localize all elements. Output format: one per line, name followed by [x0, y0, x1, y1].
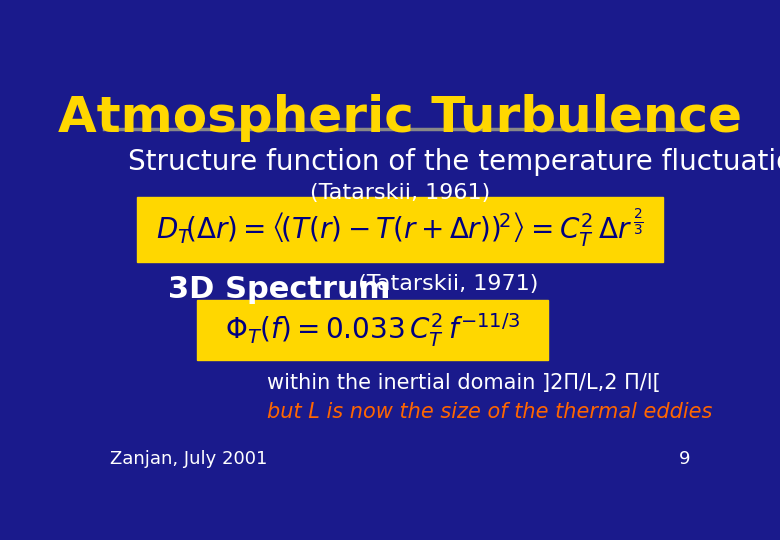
Text: but L is now the size of the thermal eddies: but L is now the size of the thermal edd…: [267, 402, 712, 422]
Text: Atmospheric Turbulence: Atmospheric Turbulence: [58, 94, 742, 142]
Text: 3D Spectrum: 3D Spectrum: [168, 275, 390, 304]
FancyBboxPatch shape: [197, 300, 548, 360]
FancyBboxPatch shape: [136, 197, 663, 262]
Text: within the inertial domain ]2Π/L,2 Π/l[: within the inertial domain ]2Π/L,2 Π/l[: [267, 373, 661, 393]
Text: $D_T\!\left(\Delta r\right)=\left\langle\!\left(T(r)-T(r+\Delta r)\right)^{\!2}\: $D_T\!\left(\Delta r\right)=\left\langle…: [156, 207, 644, 249]
Text: Zanjan, July 2001: Zanjan, July 2001: [109, 450, 267, 468]
Text: (Tatarskii, 1971): (Tatarskii, 1971): [352, 274, 539, 294]
Text: 9: 9: [679, 450, 690, 468]
Text: $\Phi_T(f) = 0.033\,C_T^2\,f^{-11/3}$: $\Phi_T(f) = 0.033\,C_T^2\,f^{-11/3}$: [225, 310, 520, 349]
Text: (Tatarskii, 1961): (Tatarskii, 1961): [310, 183, 490, 203]
Text: Structure function of the temperature fluctuations: Structure function of the temperature fl…: [128, 148, 780, 176]
